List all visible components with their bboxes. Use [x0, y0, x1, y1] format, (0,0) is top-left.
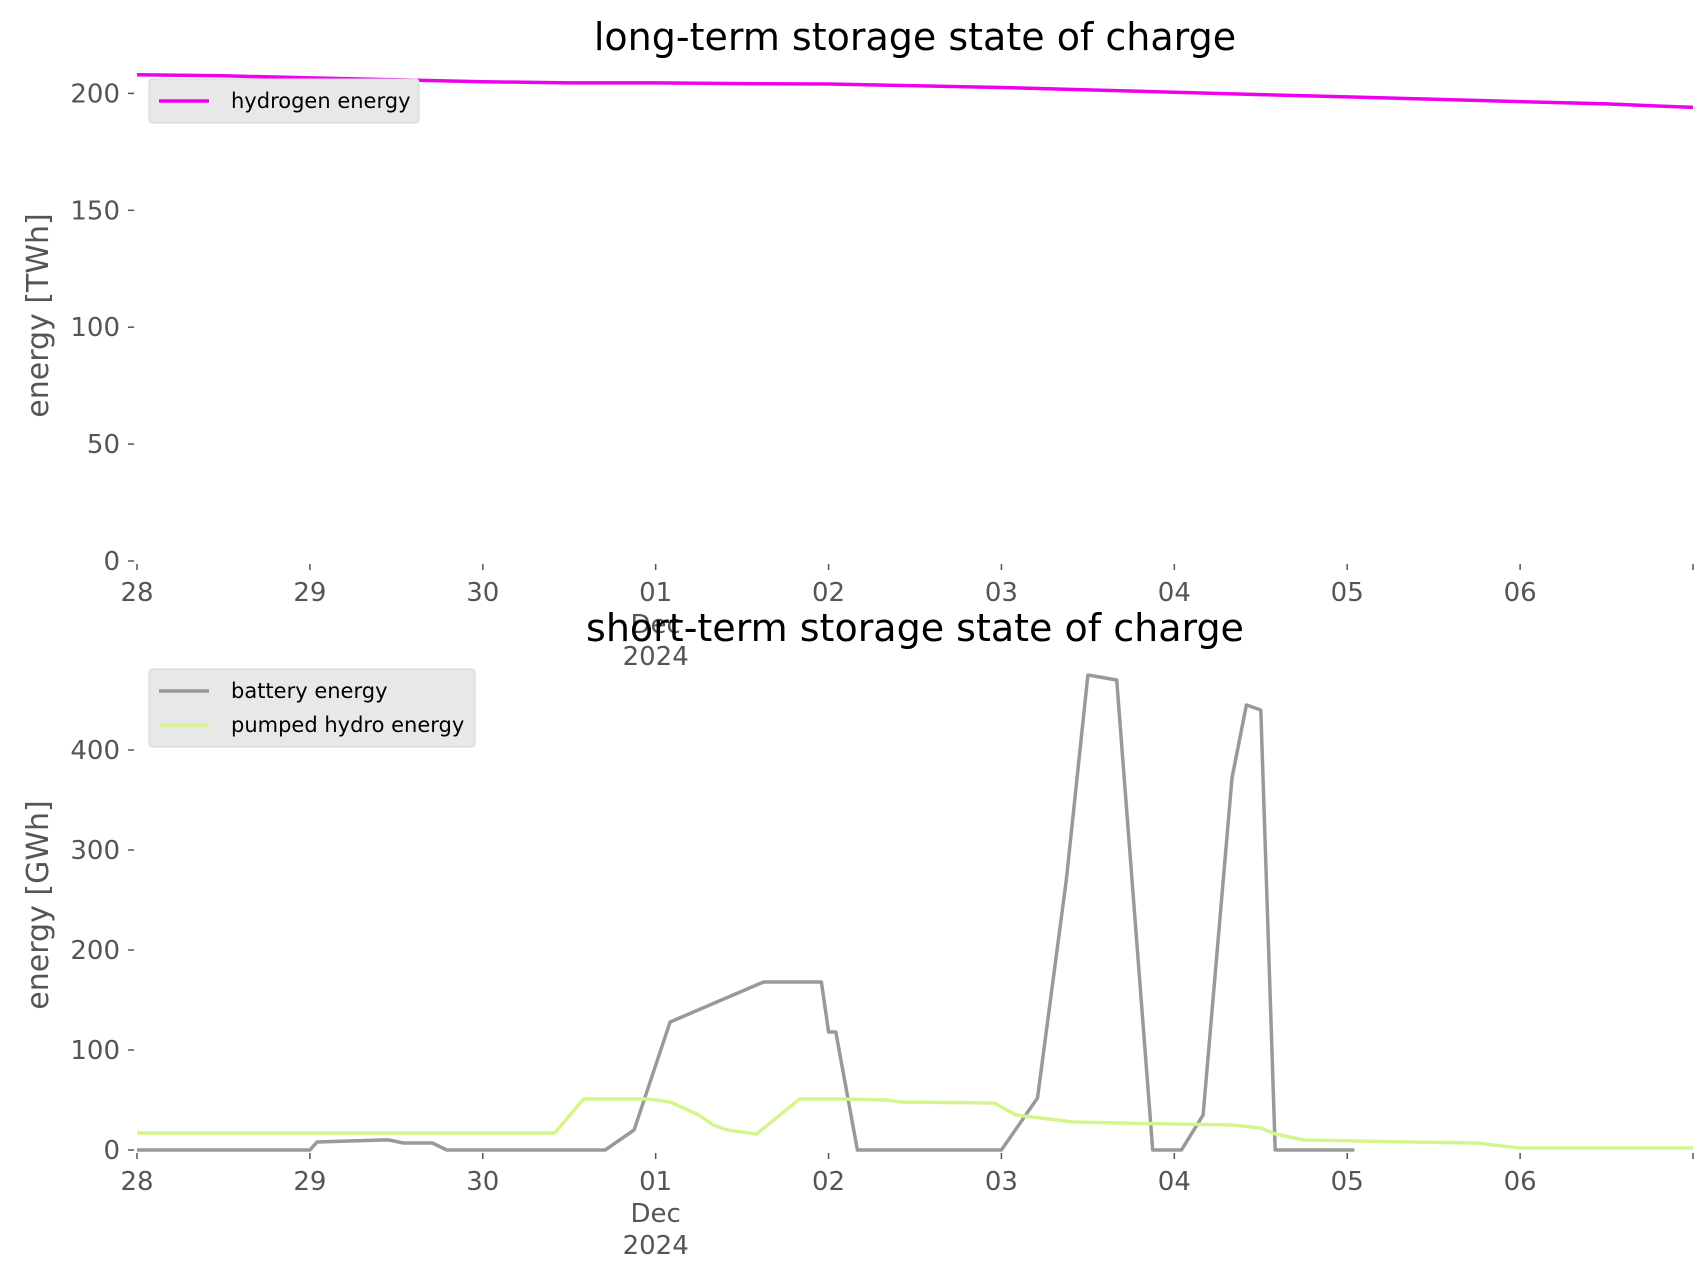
y-tick-label: 200 [70, 936, 120, 966]
x-tick-label: 06 [1504, 1167, 1537, 1197]
chart-title: short-term storage state of charge [586, 606, 1244, 650]
y-tick-label: 50 [87, 430, 120, 460]
x-tick-label: 30 [466, 578, 499, 608]
x-tick-label: 30 [466, 1167, 499, 1197]
chart-title: long-term storage state of charge [594, 15, 1236, 59]
y-tick-label: 100 [70, 1036, 120, 1066]
x-tick-label: 28 [120, 1167, 153, 1197]
legend-box [148, 78, 420, 124]
x-tick-label: 29 [293, 1167, 326, 1197]
legend-label: hydrogen energy [231, 89, 411, 113]
chart-2: short-term storage state of charge energy… [21, 606, 1694, 1261]
x-tick-label: 29 [293, 578, 326, 608]
y-tick-label: 0 [103, 547, 120, 577]
x-tick-label: 05 [1331, 1167, 1364, 1197]
x-tick-label: 01 [639, 578, 672, 608]
x-tick-label: 01 [639, 1167, 672, 1197]
chart-1: long-term storage state of charge energy … [21, 15, 1694, 672]
legend: battery energy pumped hydro energy [148, 668, 476, 748]
y-tick-label: 200 [70, 79, 120, 109]
x-tick-label: 06 [1504, 578, 1537, 608]
y-tick-label: 0 [103, 1136, 120, 1166]
x-tick-sublabel: 2024 [623, 1231, 689, 1261]
legend-label: battery energy [231, 679, 388, 703]
x-tick-sublabel: Dec [631, 610, 681, 640]
x-tick-label: 02 [812, 1167, 845, 1197]
y-tick-label: 300 [70, 836, 120, 866]
y-axis-label: energy [GWh] [21, 800, 56, 1009]
x-tick-label: 02 [812, 578, 845, 608]
legend-box [148, 668, 476, 748]
x-tick-label: 04 [1158, 1167, 1191, 1197]
legend: hydrogen energy [148, 78, 420, 124]
legend-label: pumped hydro energy [231, 713, 464, 737]
x-tick-sublabel: 2024 [623, 642, 689, 672]
x-tick-label: 03 [985, 578, 1018, 608]
x-tick-label: 28 [120, 578, 153, 608]
x-tick-label: 03 [985, 1167, 1018, 1197]
y-tick-label: 100 [70, 313, 120, 343]
y-tick-label: 400 [70, 736, 120, 766]
x-tick-label: 05 [1331, 578, 1364, 608]
x-tick-label: 04 [1158, 578, 1191, 608]
x-tick-sublabel: Dec [631, 1199, 681, 1229]
y-tick-label: 150 [70, 196, 120, 226]
y-axis-label: energy [TWh] [21, 213, 56, 417]
